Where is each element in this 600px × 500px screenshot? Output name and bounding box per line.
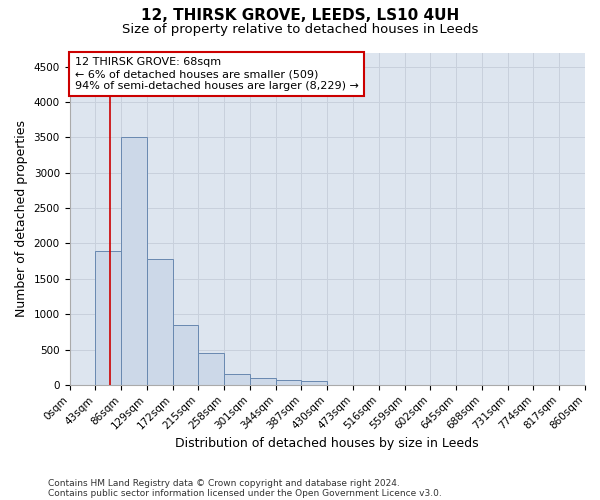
Text: Contains HM Land Registry data © Crown copyright and database right 2024.: Contains HM Land Registry data © Crown c… [48,478,400,488]
Bar [173,325,199,385]
Text: 12, THIRSK GROVE, LEEDS, LS10 4UH: 12, THIRSK GROVE, LEEDS, LS10 4UH [141,8,459,22]
Bar [301,380,327,385]
Bar [224,374,250,385]
Bar [276,380,301,385]
Bar [147,259,173,385]
Bar [250,378,276,385]
Text: Contains public sector information licensed under the Open Government Licence v3: Contains public sector information licen… [48,488,442,498]
Y-axis label: Number of detached properties: Number of detached properties [15,120,28,317]
Bar [121,138,147,385]
X-axis label: Distribution of detached houses by size in Leeds: Distribution of detached houses by size … [175,437,479,450]
Text: 12 THIRSK GROVE: 68sqm
← 6% of detached houses are smaller (509)
94% of semi-det: 12 THIRSK GROVE: 68sqm ← 6% of detached … [74,58,359,90]
Bar [199,353,224,385]
Bar [95,250,121,385]
Text: Size of property relative to detached houses in Leeds: Size of property relative to detached ho… [122,22,478,36]
